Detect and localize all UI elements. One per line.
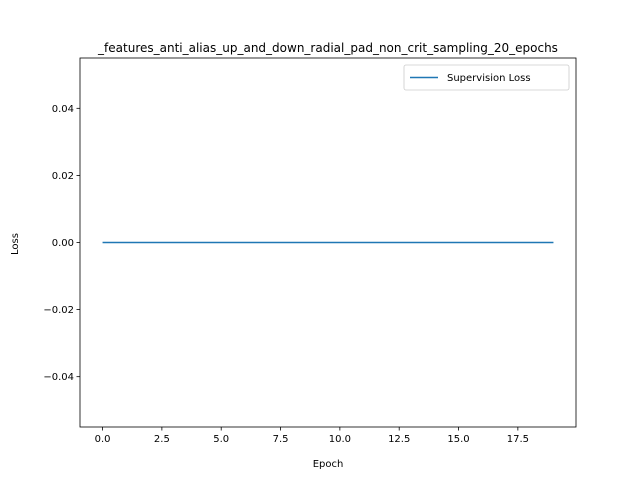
y-tick-label: −0.02	[43, 305, 74, 316]
y-axis-label: Loss	[10, 233, 21, 255]
y-tick-label: −0.04	[43, 372, 74, 383]
y-tick-label: 0.04	[52, 104, 74, 115]
x-tick-label: 12.5	[388, 434, 410, 445]
x-tick-label: 7.5	[273, 434, 289, 445]
legend-box	[403, 64, 570, 91]
x-tick-label: 2.5	[154, 434, 170, 445]
legend-label: Supervision Loss	[447, 73, 531, 84]
x-tick-label: 0.0	[95, 434, 111, 445]
chart-title: _features_anti_alias_up_and_down_radial_…	[97, 41, 558, 55]
x-tick-label: 5.0	[213, 434, 229, 445]
y-tick-label: 0.02	[52, 171, 74, 182]
x-axis-label: Epoch	[313, 459, 344, 470]
x-tick-label: 10.0	[329, 434, 351, 445]
x-tick-label: 15.0	[447, 434, 469, 445]
plot-area: 0.0 2.5 5.0 7.5 10.0 12.5 15.0 17.5 −0.04 −0.02 0.…	[43, 57, 577, 445]
legend: Supervision Loss	[403, 64, 570, 91]
x-tick-label: 17.5	[507, 434, 529, 445]
y-tick-label: 0.00	[52, 238, 74, 249]
